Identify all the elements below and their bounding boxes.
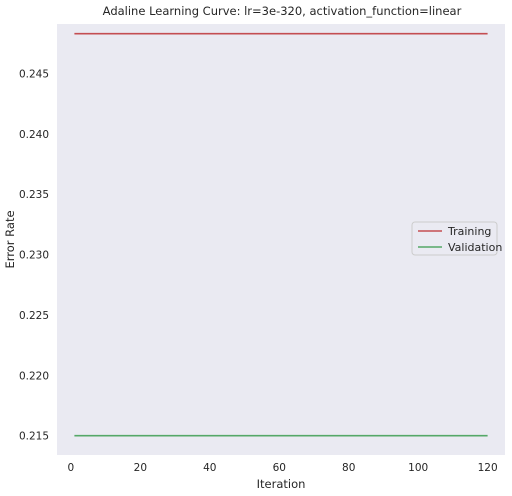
x-tick-label: 80 xyxy=(342,462,355,474)
x-axis-ticks: 0 20 40 60 80 100 120 xyxy=(68,462,498,474)
y-axis-ticks: 0.215 0.220 0.225 0.230 0.235 0.240 0.245 xyxy=(19,68,49,442)
y-tick-label: 0.230 xyxy=(19,250,49,262)
legend-label-training: Training xyxy=(447,225,491,238)
y-tick-label: 0.235 xyxy=(19,189,49,201)
x-tick-label: 100 xyxy=(408,462,428,474)
x-axis-label: Iteration xyxy=(257,477,306,491)
series-lines xyxy=(74,32,488,437)
x-tick-label: 60 xyxy=(273,462,286,474)
x-tick-label: 40 xyxy=(203,462,216,474)
y-tick-label: 0.220 xyxy=(19,370,49,382)
legend: Training Validation xyxy=(411,221,502,256)
y-tick-label: 0.245 xyxy=(19,68,49,80)
x-tick-label: 120 xyxy=(478,462,498,474)
legend-label-validation: Validation xyxy=(448,241,502,254)
y-tick-label: 0.225 xyxy=(19,310,49,322)
x-tick-label: 20 xyxy=(134,462,147,474)
y-axis-label: Error Rate xyxy=(3,210,17,268)
chart-title: Adaline Learning Curve: lr=3e-320, activ… xyxy=(103,4,462,18)
x-tick-label: 0 xyxy=(68,462,75,474)
y-tick-label: 0.240 xyxy=(19,129,49,141)
y-tick-label: 0.215 xyxy=(19,431,49,443)
